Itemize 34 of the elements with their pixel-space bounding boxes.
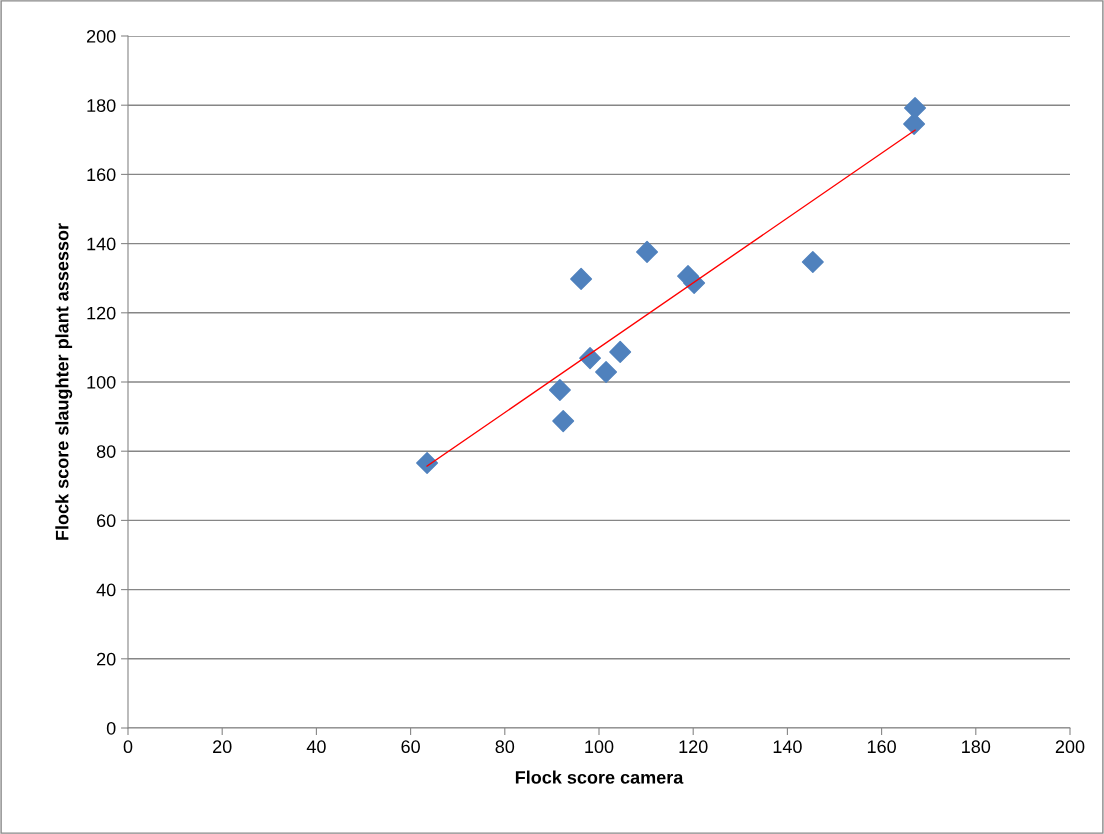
point	[552, 410, 575, 433]
point	[636, 240, 659, 263]
y-tick-label: 60	[97, 514, 116, 528]
point	[801, 250, 824, 273]
x-tick-label: 100	[585, 740, 614, 754]
x-axis-title: Flock score camera	[515, 770, 684, 784]
y-tick-label: 140	[87, 237, 116, 251]
x-tick-label: 200	[1055, 740, 1085, 754]
x-tick-label: 120	[679, 740, 708, 754]
y-tick-label: 160	[87, 168, 116, 182]
y-tick-label: 120	[87, 306, 116, 320]
x-tick-label: 0	[123, 740, 133, 754]
y-tick-label: 0	[106, 721, 116, 735]
point	[609, 340, 632, 363]
y-axis-title: Flock score slaughter plant assessor	[55, 223, 73, 540]
x-tick-label: 140	[773, 740, 802, 754]
y-tick-label: 20	[97, 652, 116, 666]
point	[579, 347, 602, 370]
y-tick-label: 80	[96, 445, 116, 458]
point	[595, 360, 618, 383]
x-tick-label: 40	[306, 740, 326, 754]
x-tick-label: 160	[867, 740, 896, 754]
point	[416, 451, 439, 474]
y-tick-label: 180	[87, 99, 116, 112]
x-tick-label: 60	[401, 740, 420, 754]
point	[548, 378, 571, 401]
point	[570, 267, 593, 290]
x-tick-label: 20	[213, 740, 232, 754]
y-tick-label: 200	[86, 29, 116, 43]
point	[904, 96, 927, 119]
y-tick-label: 40	[96, 583, 116, 597]
x-tick-label: 80	[495, 740, 515, 754]
y-tick-label: 100	[87, 375, 116, 389]
x-tick-label: 180	[962, 740, 991, 754]
